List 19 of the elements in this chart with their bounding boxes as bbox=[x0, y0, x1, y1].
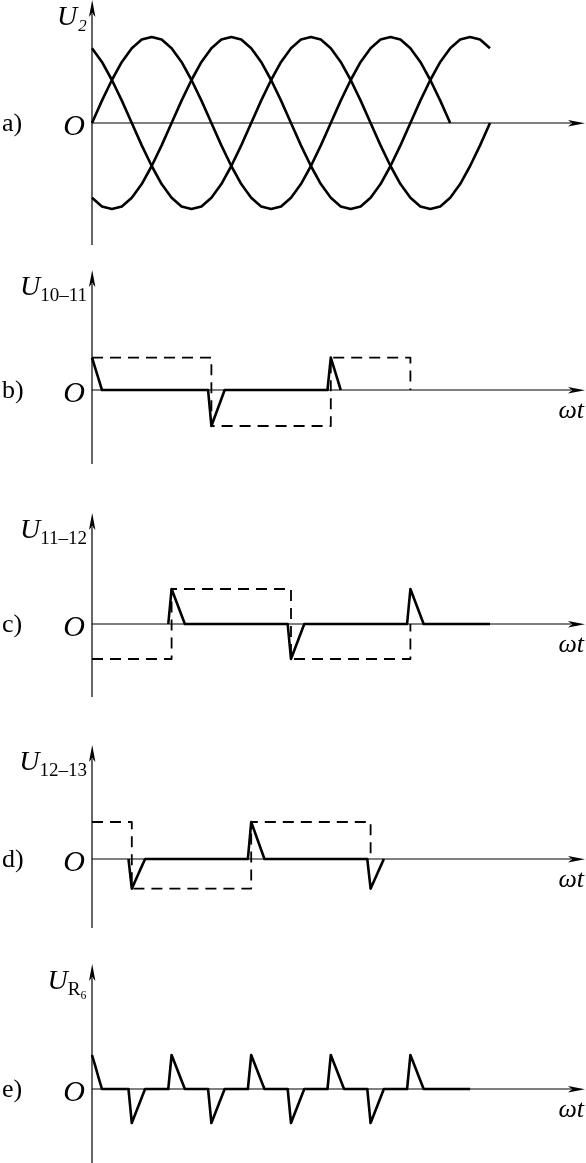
text: e) bbox=[2, 1074, 23, 1103]
text: O bbox=[63, 108, 85, 142]
x-axis-title: ωt bbox=[558, 395, 584, 424]
text: O bbox=[63, 844, 85, 878]
text: a) bbox=[2, 108, 23, 137]
text: b) bbox=[2, 375, 24, 404]
y-axis-title: U$_{R₆}$ bbox=[47, 964, 87, 1000]
text: O bbox=[63, 609, 85, 643]
text: c) bbox=[2, 609, 23, 638]
x-axis-title: ωt bbox=[558, 864, 584, 893]
y-axis-title: U$_{10–11}$ bbox=[19, 270, 87, 306]
y-axis-title: U$_{11–12}$ bbox=[19, 513, 87, 549]
y-axis-title: U₂ bbox=[57, 0, 87, 31]
x-axis-title: ωt bbox=[558, 1094, 584, 1123]
text: O bbox=[63, 1074, 85, 1108]
text: d) bbox=[2, 844, 24, 873]
y-axis-title: U$_{12–13}$ bbox=[19, 745, 87, 781]
text: O bbox=[63, 375, 85, 409]
x-axis-title: ωt bbox=[558, 629, 584, 658]
